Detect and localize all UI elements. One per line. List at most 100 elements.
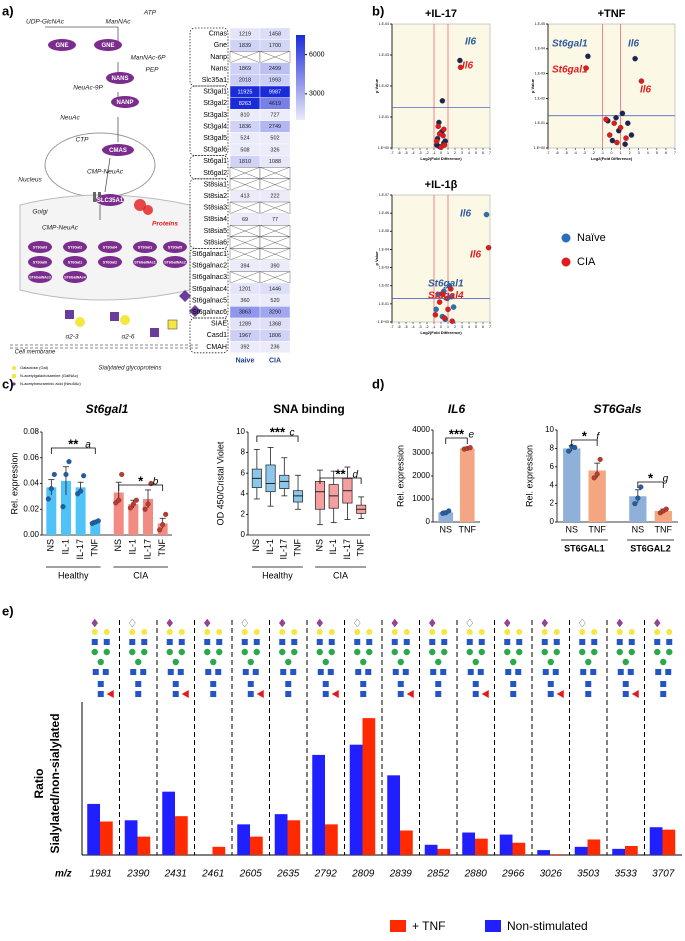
significance-bracket — [445, 437, 468, 444]
point — [439, 98, 446, 104]
y-tick-label: 1.E+00 — [378, 146, 389, 150]
x-tick-label: -3 — [583, 151, 586, 155]
glycan-glcnac — [130, 669, 137, 675]
panel-label: d) — [372, 376, 384, 391]
significance-letter: f — [596, 432, 600, 443]
pathway-arrow — [104, 157, 111, 193]
group-label: Healthy — [58, 570, 89, 580]
significance-bracket — [319, 477, 362, 484]
gene-group — [189, 27, 229, 87]
glycan-fuc — [481, 690, 489, 698]
bar — [475, 838, 488, 855]
significance-letter: b — [153, 477, 159, 488]
cell-value: 413 — [240, 194, 249, 200]
data-point — [127, 505, 133, 511]
y-tick-label: 1.E+00 — [378, 320, 389, 324]
x-tick-label: 2809 — [351, 869, 375, 880]
glycan-glcnac — [172, 691, 179, 697]
glycan-man — [253, 648, 260, 656]
glycan-man — [316, 648, 323, 656]
x-tick-label: -5 — [404, 325, 407, 329]
glycan-gal — [316, 629, 323, 635]
enzyme-label: CMAS — [109, 148, 127, 154]
x-tick-label: 1981 — [90, 869, 112, 880]
glycan-glcnac — [580, 669, 587, 675]
bar — [654, 510, 672, 522]
panel-label: b) — [372, 3, 384, 18]
point — [625, 120, 631, 126]
glycan-gal — [579, 629, 586, 635]
x-tick-label: IL-17 — [75, 539, 85, 560]
box — [328, 484, 339, 509]
enzyme-label: SLC35A1 — [97, 198, 124, 204]
glycan-sia — [166, 618, 173, 628]
y-tick-label: 1.E-04 — [535, 47, 545, 51]
x-tick-label: 2839 — [389, 869, 413, 880]
bar — [462, 832, 475, 855]
row-label: St6gal1 — [203, 158, 227, 165]
data-point — [51, 471, 57, 478]
glycan-glcnac — [516, 639, 523, 645]
glycan-glcnac — [441, 639, 448, 645]
point — [585, 53, 591, 60]
glycan-man — [397, 658, 404, 666]
glycan-glcnac — [285, 691, 292, 697]
y-tick-label: 6 — [550, 462, 555, 471]
pathway-label: Golgi — [32, 209, 48, 216]
glycan-glcnac — [140, 669, 147, 675]
x-tick-label: NS — [314, 539, 324, 552]
group-label: CIA — [333, 570, 348, 580]
x-tick-label: NS — [251, 539, 261, 552]
y-tick-label: 1.E-06 — [379, 211, 389, 215]
significance-stars: * — [648, 470, 654, 485]
glycan-glcnac — [472, 681, 479, 687]
cell-value: 1368 — [269, 321, 281, 327]
x-axis-label: Log2(Fold Difference) — [420, 330, 462, 335]
x-tick-label: TNF — [356, 539, 366, 557]
x-tick-label: -4 — [574, 151, 577, 155]
x-tick-label: 3 — [638, 151, 640, 155]
glycan-glcnac — [622, 691, 629, 697]
glycan-man — [472, 658, 479, 666]
cell-value: 1700 — [269, 43, 281, 49]
cell-value: 326 — [270, 147, 279, 153]
cross — [229, 248, 261, 261]
y-tick-label: 4 — [241, 489, 246, 498]
y-axis-label: Sialylated/non-sialylated — [48, 713, 62, 853]
cell-value: 1289 — [239, 321, 251, 327]
y-tick-label: 1.E-01 — [379, 302, 389, 306]
glycan-glcnac — [616, 639, 623, 645]
x-tick-label: 2635 — [276, 869, 300, 880]
data-point — [632, 501, 638, 507]
y-tick-label: 1.E-05 — [535, 22, 545, 26]
x-tick-label: NS — [46, 539, 56, 552]
cross — [259, 178, 291, 191]
enzyme-label: ST6GalNAc4 — [64, 275, 86, 279]
data-point — [145, 501, 151, 507]
row-label: Cmas — [209, 31, 228, 38]
y-tick-label: 4 — [550, 480, 555, 489]
glycan-glcnac — [541, 639, 548, 645]
significance-bracket — [50, 447, 96, 454]
pathway-legend: Galactose (Gal) — [20, 365, 49, 370]
x-tick-label: -4 — [411, 151, 414, 155]
bar — [574, 846, 588, 855]
bar — [424, 844, 438, 855]
gene-group — [189, 155, 229, 180]
x-tick-label: 3026 — [540, 869, 563, 880]
x-tick-label: -3 — [418, 151, 421, 155]
glycan-man — [97, 658, 104, 666]
x-tick-label: -7 — [390, 325, 393, 329]
pathway-legend: N-acetylgalactosamine (GalNAc) — [20, 373, 79, 378]
bar — [87, 803, 100, 855]
glycan-glcnac — [617, 669, 624, 675]
glycan-glcnac — [466, 639, 473, 645]
glycan-man — [403, 648, 410, 656]
x-tick-label: 0 — [440, 151, 442, 155]
x-tick-label: 1 — [447, 325, 449, 329]
glycan-man — [279, 648, 286, 656]
significance-bracket — [637, 481, 664, 488]
chart-title: +IL-17 — [425, 8, 457, 20]
gene-group — [189, 178, 229, 249]
cross — [259, 236, 291, 249]
